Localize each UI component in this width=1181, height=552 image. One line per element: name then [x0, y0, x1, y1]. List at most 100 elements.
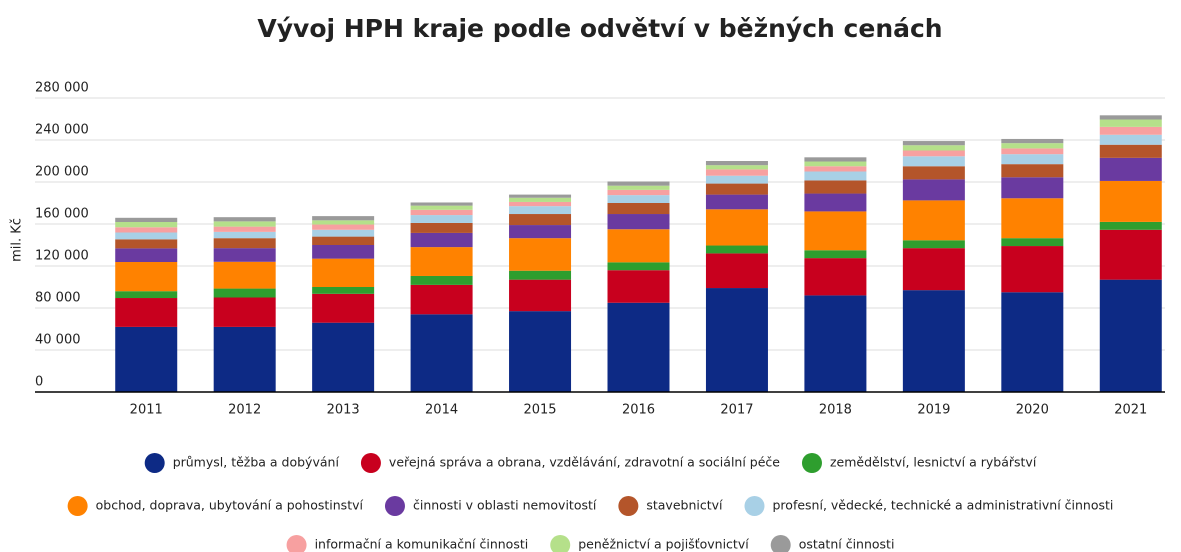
x-tick-label: 2011	[130, 403, 163, 418]
x-tick-label: 2016	[622, 403, 655, 418]
bar-segment	[804, 295, 867, 392]
bar-segment	[1099, 115, 1162, 120]
bar-segment	[607, 229, 670, 263]
bar-segment	[1099, 229, 1162, 280]
bar-segment	[1099, 144, 1162, 158]
bar-segment	[607, 262, 670, 271]
bar-segment	[410, 202, 473, 206]
bar-segment	[705, 209, 768, 246]
legend-label: informační a komunikační činnosti	[315, 537, 529, 552]
bar-segment	[1099, 279, 1162, 392]
legend-label: zemědělství, lesnictví a rybářství	[830, 455, 1037, 470]
bar-segment	[115, 248, 178, 263]
bar-segment	[213, 288, 276, 298]
legend-label: průmysl, těžba a dobývání	[173, 455, 340, 470]
bar-segment	[1001, 143, 1064, 149]
bar-segment	[115, 217, 178, 223]
bar-segment	[312, 236, 375, 245]
bar-segment	[410, 247, 473, 276]
bar-segment	[213, 238, 276, 249]
bar-segment	[1099, 134, 1162, 145]
bar-segment	[902, 290, 965, 392]
bar-segment	[607, 185, 670, 190]
bar-segment	[312, 216, 375, 221]
legend-marker	[744, 496, 765, 516]
bar-segment	[312, 287, 375, 294]
bar-segment	[410, 284, 473, 315]
bar-segment	[509, 270, 572, 280]
bar-segment	[312, 220, 375, 225]
legend-marker	[67, 496, 88, 516]
bar-segment	[213, 221, 276, 227]
bar-segment	[804, 166, 867, 172]
chart-title: Vývoj HPH kraje podle odvětví v běžných …	[257, 14, 942, 43]
bar-segment	[410, 215, 473, 223]
x-tick-label: 2020	[1016, 403, 1049, 418]
bar-segment	[115, 262, 178, 292]
legend-label: obchod, doprava, ubytování a pohostinstv…	[96, 498, 364, 513]
bar-segment	[410, 275, 473, 285]
bar-segment	[1001, 198, 1064, 239]
bar-segment	[1099, 126, 1162, 135]
bar-segment	[1099, 119, 1162, 127]
bar-segment	[705, 194, 768, 210]
bar-segment	[115, 298, 178, 327]
legend-marker	[286, 535, 307, 552]
bar-segment	[804, 161, 867, 167]
y-tick-label: 0	[35, 375, 43, 390]
bar-segment	[804, 250, 867, 259]
x-tick-label: 2021	[1114, 403, 1147, 418]
bar-segment	[607, 214, 670, 230]
bar-segment	[804, 258, 867, 296]
bar-segment	[312, 293, 375, 323]
bar-segment	[902, 166, 965, 180]
x-tick-label: 2014	[425, 403, 458, 418]
legend-marker	[384, 496, 405, 516]
bar-segment	[509, 311, 572, 392]
bar-segment	[705, 175, 768, 184]
bar-segment	[312, 245, 375, 259]
legend-label: peněžnictví a pojišťovnictví	[578, 537, 749, 552]
bar-segment	[705, 288, 768, 392]
bar-segment	[804, 211, 867, 251]
bar-segment	[509, 214, 572, 226]
bar-segment	[509, 206, 572, 215]
bar-segment	[902, 145, 965, 151]
bar-segment	[213, 248, 276, 262]
bar-segment	[312, 322, 375, 392]
legend-marker	[770, 535, 791, 552]
legend-marker	[801, 453, 822, 473]
legend-marker	[360, 453, 381, 473]
bar-segment	[804, 157, 867, 162]
bar-segment	[607, 195, 670, 203]
bar-segment	[902, 156, 965, 167]
bar-segment	[705, 165, 768, 170]
bar-segment	[1001, 138, 1064, 144]
bar-segment	[115, 227, 178, 233]
bar-segment	[705, 253, 768, 289]
bar-segment	[902, 248, 965, 291]
bar-segment	[115, 326, 178, 392]
legend-label: stavebnictví	[646, 498, 723, 513]
bar-segment	[902, 150, 965, 157]
y-axis-label: mil. Kč	[10, 218, 25, 262]
bar-segment	[902, 240, 965, 249]
bar-segment	[410, 232, 473, 248]
bar-segment	[804, 180, 867, 194]
bar-segment	[312, 229, 375, 237]
bar-segment	[1001, 154, 1064, 165]
bar-segment	[607, 181, 670, 186]
y-tick-label: 280 000	[35, 81, 89, 96]
bar-segment	[115, 239, 178, 249]
bar-segment	[1001, 164, 1064, 178]
bar-segment	[902, 200, 965, 241]
bar-segment	[213, 261, 276, 289]
bar-segment	[804, 193, 867, 212]
bar-segment	[410, 205, 473, 210]
bar-segment	[213, 297, 276, 327]
x-tick-label: 2012	[228, 403, 261, 418]
bar-segment	[902, 179, 965, 201]
y-tick-label: 40 000	[35, 333, 81, 348]
legend-label: veřejná správa a obrana, vzdělávání, zdr…	[389, 455, 780, 470]
